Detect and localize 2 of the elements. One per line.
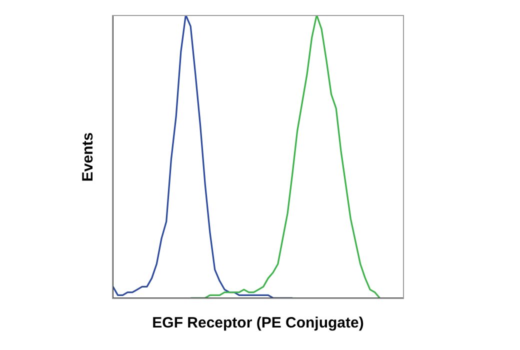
x-axis-title: EGF Receptor (PE Conjugate) <box>152 314 364 332</box>
y-axis-title: Events <box>80 132 96 182</box>
